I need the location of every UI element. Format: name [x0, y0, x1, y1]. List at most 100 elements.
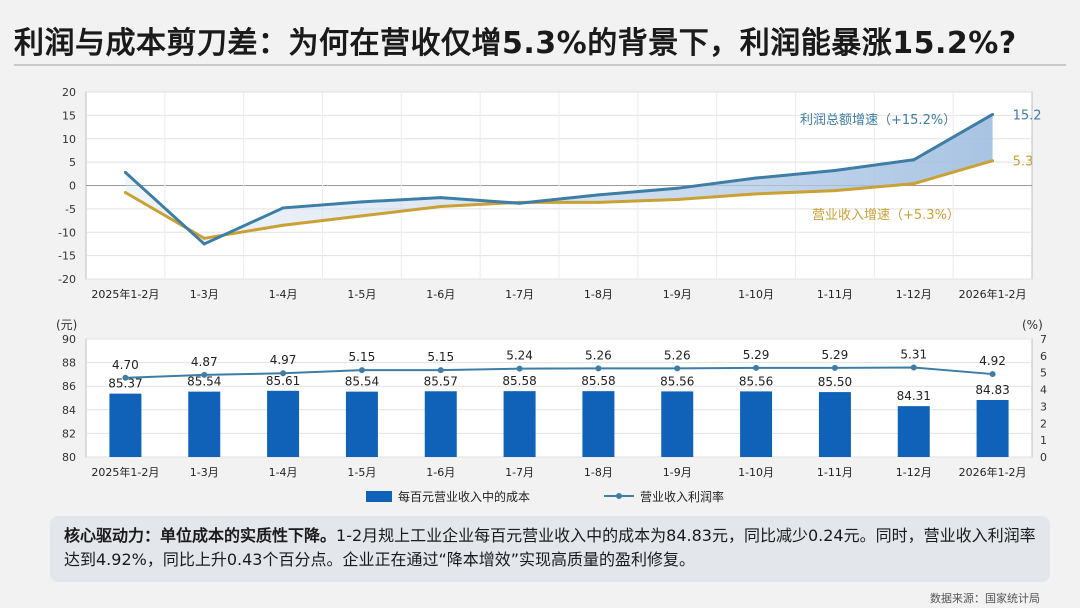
end-value-label: 15.2 [1013, 108, 1042, 123]
margin-label: 5.29 [743, 348, 770, 362]
cost-bar-label: 85.58 [581, 374, 615, 388]
profit-growth-point [281, 206, 285, 210]
right-y-tick-label: 0 [1040, 451, 1047, 464]
cost-bar [818, 392, 851, 457]
y-tick-label: -5 [65, 203, 76, 216]
insight-callout: 核心驱动力：单位成本的实质性下降。1-2月规上工业企业每百元营业收入中的成本为8… [50, 516, 1050, 582]
right-axis-unit: (%) [1022, 318, 1043, 332]
x-tick-label: 1-12月 [896, 288, 932, 301]
margin-label: 4.97 [270, 353, 297, 367]
left-y-tick-label: 88 [62, 357, 76, 370]
profit-growth-line [124, 113, 994, 246]
margin-label: 5.26 [664, 348, 691, 362]
revenue-growth-point [675, 198, 679, 202]
left-y-tick-label: 82 [62, 427, 76, 440]
x-tick-label: 1-5月 [347, 288, 376, 301]
profit-growth-point [991, 112, 995, 116]
cost-margin-combo-chart: 90 88 86 84 82 80 7 6 5 4 3 2 1 0 (元) (%) 85.37 85.54 85.6… [56, 318, 1047, 504]
cost-bar-label: 84.83 [975, 383, 1009, 397]
profit-growth-point [754, 176, 758, 180]
legend-bar-label: 每百元营业收入中的成本 [398, 489, 530, 504]
legend-bar-swatch [366, 491, 392, 502]
margin-label: 5.24 [506, 349, 533, 363]
margin-label: 5.26 [585, 348, 612, 362]
revenue-growth-point [281, 223, 285, 227]
profit-growth-point [912, 158, 916, 162]
margin-point [910, 364, 917, 371]
y-tick-label: 10 [62, 133, 76, 146]
y-tick-label: 5 [69, 156, 76, 169]
cost-bar-label: 85.57 [424, 374, 458, 388]
cost-bar [109, 393, 142, 457]
callout-body: 1-2月规上工业企业每百元营业收入中的成本为84.83元，同比减少0.24元。同… [64, 526, 1036, 569]
y-tick-label: -15 [58, 250, 76, 263]
x-tick-label: 1-7月 [505, 466, 534, 479]
x-tick-label: 2026年1-2月 [959, 287, 1027, 301]
revenue-growth-point [991, 159, 995, 163]
profit-growth-point [123, 170, 127, 174]
cost-bar-label: 85.54 [187, 375, 221, 389]
profit-growth-point [518, 201, 522, 205]
revenue-growth-point [596, 200, 600, 204]
gap-area [125, 114, 993, 244]
cost-bar-label: 85.56 [660, 374, 694, 388]
plot-area [85, 338, 1033, 458]
x-tick-label: 1-4月 [269, 288, 298, 301]
cost-bar [976, 400, 1009, 457]
right-y-tick-label: 4 [1040, 384, 1047, 397]
x-tick-label: 1-11月 [817, 466, 853, 479]
left-y-tick-label: 86 [62, 380, 76, 393]
cost-bar-label: 85.61 [266, 374, 300, 388]
margin-line [125, 366, 993, 379]
margin-point [280, 370, 287, 377]
cost-bar-label: 85.56 [739, 374, 773, 388]
cost-bar [424, 391, 457, 457]
right-y-tick-label: 6 [1040, 350, 1047, 363]
cost-bar-label: 85.50 [818, 375, 852, 389]
page-title: 利润与成本剪刀差：为何在营收仅增5.3%的背景下，利润能暴涨15.2%? [14, 26, 1017, 61]
x-tick-label: 1-3月 [190, 288, 219, 301]
margin-label: 4.70 [112, 358, 139, 372]
x-tick-label: 2025年1-2月 [91, 287, 159, 301]
cost-bar [267, 390, 300, 457]
right-y-tick-label: 3 [1040, 400, 1047, 413]
cost-bar [188, 391, 221, 457]
margin-point [201, 371, 208, 378]
margin-point [358, 367, 365, 374]
revenue-growth-point [833, 189, 837, 193]
margin-point [516, 365, 523, 372]
cost-bar [897, 406, 930, 457]
margin-point [674, 365, 681, 372]
y-tick-label: 15 [62, 109, 76, 122]
revenue-growth-line [124, 159, 994, 240]
x-tick-label: 1-10月 [738, 288, 774, 301]
margin-label: 4.87 [191, 355, 218, 369]
cost-bar [740, 391, 773, 457]
profit-growth-point [596, 193, 600, 197]
y-tick-label: -10 [58, 226, 76, 239]
x-tick-label: 1-8月 [584, 466, 613, 479]
legend-line-label: 营业收入利润率 [640, 489, 724, 504]
revenue-growth-point [202, 236, 206, 240]
revenue-growth-point [123, 191, 127, 195]
right-y-tick-label: 5 [1040, 367, 1047, 380]
y-tick-label: 20 [62, 86, 76, 99]
cost-bar-label: 85.58 [502, 374, 536, 388]
left-y-tick-label: 90 [62, 333, 76, 346]
x-tick-label: 1-10月 [738, 466, 774, 479]
cost-bar [582, 391, 615, 457]
cost-bar-label: 85.37 [108, 377, 142, 391]
left-y-tick-label: 84 [62, 404, 76, 417]
x-tick-label: 1-6月 [426, 466, 455, 479]
x-tick-label: 1-4月 [269, 466, 298, 479]
margin-point [831, 364, 838, 371]
cost-bar-label: 85.54 [345, 375, 379, 389]
x-tick-label: 1-5月 [347, 466, 376, 479]
margin-label: 5.29 [822, 348, 849, 362]
cost-bar [345, 391, 378, 457]
cost-bar-label: 84.31 [897, 389, 931, 403]
margin-label: 4.92 [979, 354, 1006, 368]
left-axis-unit: (元) [56, 318, 77, 332]
end-value-label: 5.3 [1013, 155, 1034, 170]
